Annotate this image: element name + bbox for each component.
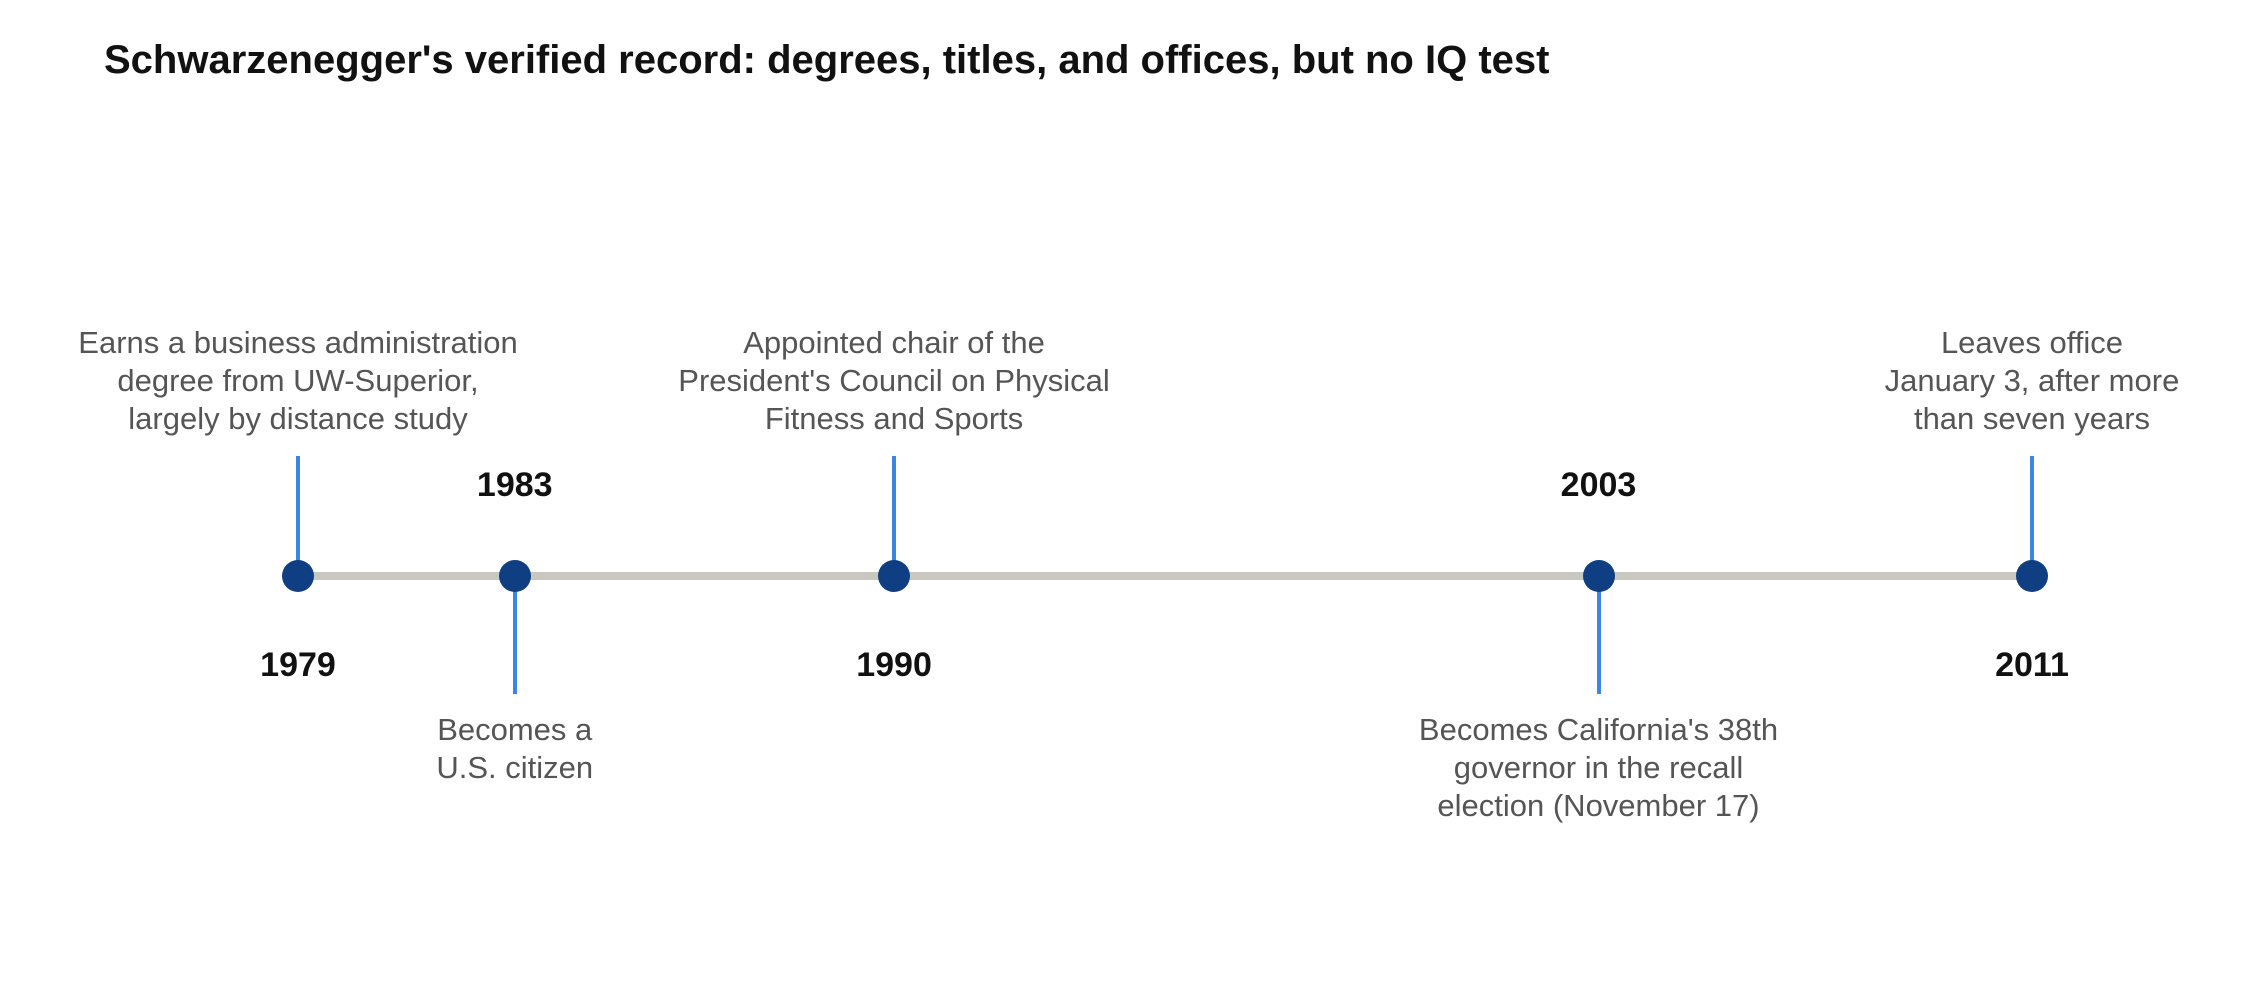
timeline-axis (298, 572, 2032, 580)
event-description-line: than seven years (1913, 401, 2151, 436)
event-year: 2011 (1995, 646, 2069, 684)
event-description-line: election (November 17) (1437, 788, 1760, 823)
event-marker (282, 560, 314, 592)
event-marker (2016, 560, 2048, 592)
event-description-line: President's Council on Physical (678, 363, 1110, 398)
event-description-line: Fitness and Sports (764, 401, 1024, 436)
event-description-line: Appointed chair of the (743, 325, 1045, 360)
event-connector (296, 456, 300, 576)
event-description-line: U.S. citizen (436, 750, 594, 785)
event-description: Becomes California's 38th governor in the… (1339, 711, 1859, 825)
event-description-line: Becomes a (437, 712, 593, 747)
event-connector (512, 576, 517, 694)
event-description-line: Earns a business administration (78, 325, 518, 360)
event-description: Leaves office January 3, after more than s… (1772, 324, 2256, 438)
event-marker (1582, 560, 1615, 592)
event-description: Earns a business administration degree fr… (38, 324, 558, 438)
event-year: 1990 (856, 646, 932, 684)
chart-title: Schwarzenegger's verified record: degree… (104, 38, 1550, 82)
event-connector (892, 456, 897, 576)
event-description-line: January 3, after more (1884, 363, 2180, 398)
event-description-line: largely by distance study (128, 401, 468, 436)
event-year: 1979 (260, 646, 336, 684)
event-description-line: Becomes California's 38th (1418, 712, 1779, 747)
event-description-line: Leaves office (1940, 325, 2124, 360)
event-year: 2003 (1560, 466, 1637, 504)
event-description: Appointed chair of the President's Counci… (634, 324, 1154, 438)
event-marker (878, 560, 911, 592)
event-connector (2030, 456, 2034, 576)
event-year: 1983 (476, 466, 553, 504)
event-description-line: degree from UW-Superior, (117, 363, 479, 398)
event-description: Becomes a U.S. citizen (255, 711, 775, 787)
event-marker (498, 560, 531, 592)
event-description-line: governor in the recall (1453, 750, 1744, 785)
event-connector (1596, 576, 1601, 694)
